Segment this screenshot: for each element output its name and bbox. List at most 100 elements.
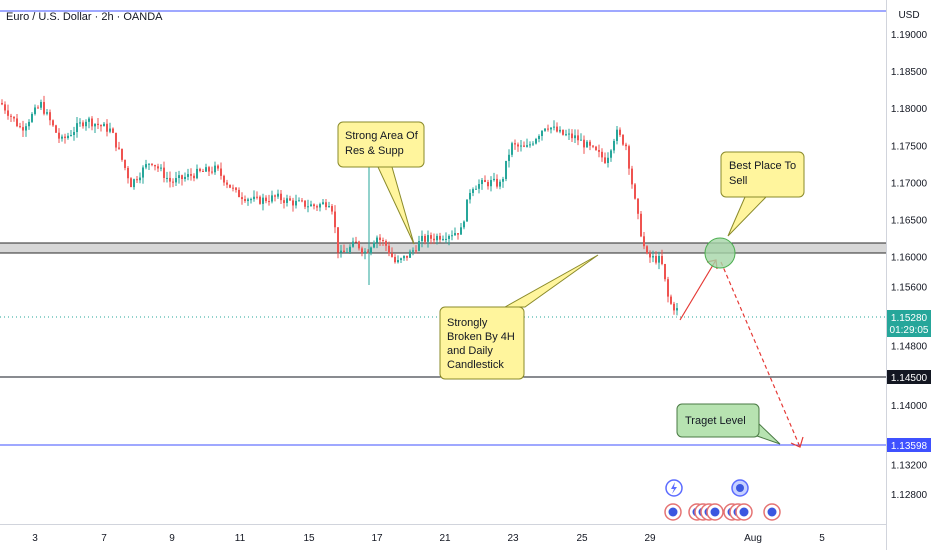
flag-event-dot (739, 507, 749, 517)
candle-body (388, 245, 390, 254)
candle-body (427, 235, 429, 242)
candle-body (586, 141, 588, 148)
candle-body (292, 200, 294, 206)
candle-body (505, 160, 507, 179)
note-strong-area-line1: Strong Area Of (345, 130, 419, 142)
candle-body (208, 167, 210, 172)
flag-event-dot (668, 507, 678, 517)
level-1-text: 1.14500 (891, 373, 928, 384)
candle-body (268, 201, 270, 203)
time-tick-label: 23 (507, 533, 519, 544)
candles-layer (1, 95, 678, 316)
candle-body (178, 175, 180, 179)
candle-body (553, 126, 555, 128)
candle-body (184, 176, 186, 179)
candle-body (547, 128, 549, 130)
price-tick-label: 1.14000 (891, 401, 928, 412)
candle-body (358, 241, 360, 249)
price-tick-label: 1.16000 (891, 253, 928, 264)
time-axis[interactable]: 3 7 9 11 15 17 21 23 25 29 Aug 5 (32, 533, 825, 544)
time-tick-label: 15 (303, 533, 315, 544)
candle-body (517, 144, 519, 147)
candle-body (424, 235, 426, 242)
candle-body (433, 238, 435, 241)
candle-body (478, 184, 480, 189)
candle-body (187, 174, 189, 177)
economic-events[interactable] (664, 479, 781, 521)
price-tick-label: 1.19000 (891, 30, 928, 41)
candle-body (232, 187, 234, 189)
candle-body (235, 187, 237, 190)
candle-body (409, 251, 411, 258)
candle-body (430, 235, 432, 239)
candle-body (472, 189, 474, 193)
candle-body (127, 167, 129, 179)
candle-body (304, 200, 306, 207)
candle-body (580, 139, 582, 141)
note-broken-line1: Strongly (447, 317, 488, 329)
price-tick-label: 1.16500 (891, 215, 928, 226)
candle-body (436, 235, 438, 241)
candle-body (490, 180, 492, 187)
candle-body (253, 196, 255, 200)
price-tick-label: 1.14800 (891, 342, 928, 353)
candle-body (394, 256, 396, 263)
candle-body (241, 197, 243, 200)
candle-body (265, 197, 267, 202)
candle-body (610, 150, 612, 158)
candle-body (415, 250, 417, 252)
candle-body (382, 240, 384, 242)
projection-down-arrowhead (790, 436, 804, 448)
note-target[interactable]: Traget Level (676, 403, 781, 445)
candle-body (316, 206, 318, 208)
candle-body (355, 241, 357, 243)
price-tick-label: 1.13200 (891, 460, 928, 471)
candle-body (538, 136, 540, 140)
candle-body (79, 122, 81, 124)
candle-body (319, 204, 321, 208)
candle-body (145, 164, 147, 168)
sell-zone-circle[interactable] (704, 237, 736, 269)
note-strongly-broken[interactable]: Strongly Broken By 4H and Daily Candlest… (439, 254, 599, 380)
candle-body (493, 178, 495, 181)
candle-body (223, 175, 225, 183)
price-axis[interactable]: 1.19000 1.18500 1.18000 1.17500 1.17000 1.165… (891, 30, 928, 501)
price-tick-label: 1.18000 (891, 104, 928, 115)
candle-body (556, 126, 558, 132)
time-tick-label: 25 (576, 533, 588, 544)
candle-body (361, 248, 363, 253)
note-target-text: Traget Level (685, 415, 746, 427)
candle-body (568, 133, 570, 135)
note-strong-area[interactable]: Strong Area Of Res & Supp (337, 121, 425, 245)
current-price-text: 1.15280 (891, 313, 928, 324)
time-tick-label: 21 (439, 533, 451, 544)
candle-body (652, 255, 654, 258)
candle-body (565, 134, 567, 136)
candle-body (574, 135, 576, 139)
candle-body (277, 193, 279, 197)
candle-body (175, 178, 177, 183)
candle-body (655, 255, 657, 263)
res-supp-zone[interactable] (0, 243, 886, 253)
note-broken-line2: Broken By 4H (447, 331, 515, 343)
time-tick-label: 29 (644, 533, 656, 544)
candle-body (475, 188, 477, 190)
candle-body (541, 130, 543, 137)
candle-body (118, 147, 120, 149)
candle-body (466, 199, 468, 222)
countdown-text: 01:29:05 (890, 325, 929, 336)
candle-body (637, 198, 639, 214)
candle-body (130, 178, 132, 188)
candle-body (526, 145, 528, 147)
candle-body (634, 184, 636, 199)
flag-event-dot (710, 507, 720, 517)
candle-body (487, 182, 489, 187)
candle-body (256, 196, 258, 198)
currency-label: USD (898, 10, 919, 21)
candle-body (262, 197, 264, 204)
candle-body (331, 206, 333, 212)
note-broken-line3: and Daily (447, 345, 493, 357)
candle-body (421, 235, 423, 241)
note-best-place[interactable]: Best Place To Sell (720, 151, 805, 237)
